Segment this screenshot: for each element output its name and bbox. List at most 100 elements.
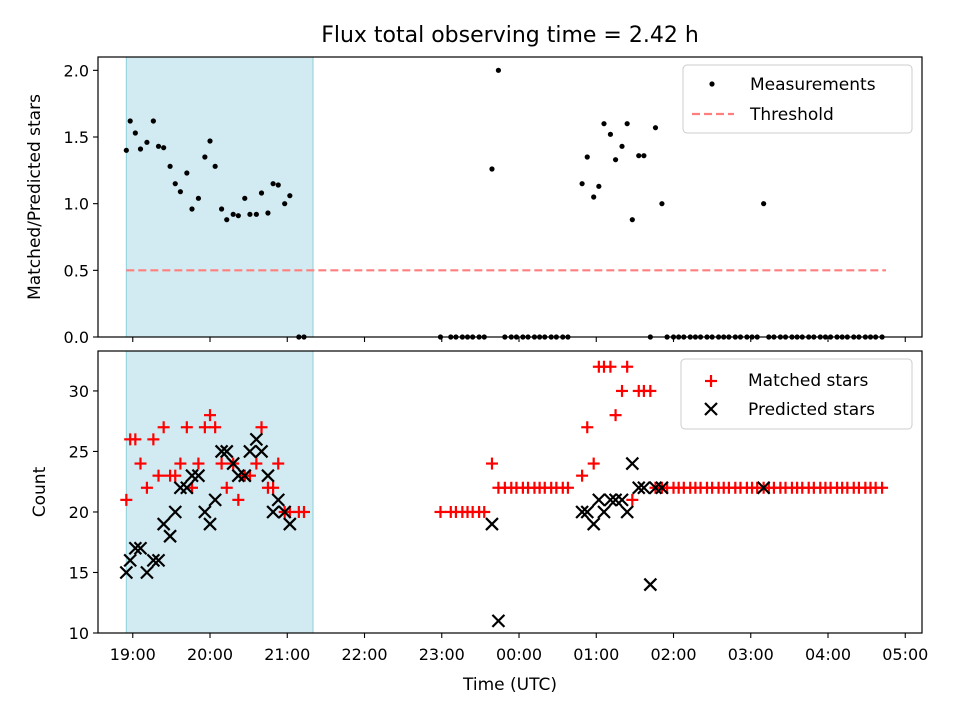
predicted-star-point (214, 444, 229, 459)
chart-title: Flux total observing time = 2.42 h (321, 23, 699, 48)
predicted-star-point (648, 480, 663, 495)
matched-star-point (587, 457, 600, 470)
predicted-star-point (243, 444, 257, 459)
bottom-ytick-label: 10 (69, 624, 89, 643)
measurement-point (177, 189, 183, 195)
predicted-star-point (185, 468, 199, 483)
matched-star-point (209, 421, 222, 434)
top-ytick-label: 0.0 (64, 328, 89, 347)
predicted-star-point (620, 505, 634, 519)
bottom-shaded-region (125, 350, 314, 634)
bottom-ytick-label: 25 (69, 442, 89, 461)
predicted-star-point (261, 468, 275, 483)
legend-matched-label: Matched stars (748, 371, 868, 391)
measurement-point (161, 145, 167, 151)
top-shaded-region (125, 56, 314, 338)
predicted-star-point (133, 541, 148, 556)
predicted-star-point (608, 493, 623, 507)
predicted-star-point (191, 468, 206, 483)
measurement-point (219, 206, 225, 212)
predicted-star-point (156, 517, 171, 531)
predicted-star-point (637, 480, 651, 495)
measurement-point (155, 143, 162, 149)
legend-matched-marker (705, 375, 717, 387)
predicted-star-point (151, 553, 166, 568)
matched-star-point (434, 505, 447, 518)
predicted-star-point (597, 505, 611, 519)
matched-star-point (272, 457, 285, 470)
predicted-star-point (123, 553, 137, 568)
measurement-point (212, 163, 218, 169)
predicted-star-point (643, 577, 658, 592)
predicted-star-point (277, 505, 292, 519)
matched-star-point (485, 457, 498, 470)
predicted-star-point (485, 517, 499, 531)
measurement-point (601, 121, 607, 127)
measurement-point (137, 146, 144, 152)
predicted-star-point (271, 493, 286, 507)
matched-star-point (581, 421, 594, 434)
legend-measurements-marker (709, 81, 715, 87)
predicted-star-point (586, 517, 601, 531)
predicted-star-point (203, 517, 217, 531)
measurement-point (629, 217, 635, 223)
matched-star-point (255, 421, 268, 434)
bottom-xtick-label: 01:00 (573, 645, 619, 664)
bottom-ytick-label: 30 (69, 382, 89, 401)
matched-star-point (174, 457, 187, 470)
predicted-star-point (119, 565, 134, 580)
measurement-point (282, 201, 288, 207)
top-ytick-label: 1.5 (64, 128, 89, 147)
matched-star-point (152, 469, 165, 482)
predicted-star-point (603, 493, 618, 507)
bottom-ytick-label: 15 (69, 563, 89, 582)
measurement-point (132, 130, 138, 136)
predicted-star-point (231, 468, 246, 483)
measurement-point (591, 194, 597, 200)
matched-star-point (576, 469, 589, 482)
predicted-star-point (128, 541, 143, 556)
measurement-point (123, 147, 129, 153)
predicted-star-point (237, 468, 252, 483)
measurement-point (612, 157, 619, 163)
bottom-xtick-label: 20:00 (187, 645, 233, 664)
bottom-ytick-label: 20 (69, 503, 89, 522)
matched-star-point (169, 469, 182, 482)
matched-star-point (220, 481, 233, 494)
legend-predicted-label: Predicted stars (748, 400, 875, 420)
measurement-point (167, 163, 173, 169)
predicted-star-point (283, 517, 297, 531)
bottom-y-axis-label: Count (30, 466, 50, 517)
measurement-point (144, 139, 150, 145)
predicted-star-point (180, 480, 194, 495)
matched-star-point (478, 505, 491, 518)
predicted-star-point (163, 529, 177, 543)
matched-star-point (192, 457, 205, 470)
predicted-star-point (146, 553, 161, 568)
panel-top: 0.00.51.01.52.0 Matched/Predicted stars … (25, 56, 923, 347)
measurement-point (235, 213, 241, 219)
matched-star-point (180, 421, 193, 434)
predicted-star-point (580, 505, 595, 519)
matched-star-point (876, 481, 889, 494)
measurement-point (584, 154, 590, 160)
bottom-xtick-label: 21:00 (264, 645, 310, 664)
predicted-star-point (266, 505, 280, 519)
bottom-xtick-label: 22:00 (341, 645, 387, 664)
matched-star-point (626, 493, 639, 506)
bottom-xtick-label: 00:00 (496, 645, 542, 664)
matched-star-point (232, 493, 245, 506)
matched-star-point (204, 409, 217, 422)
predicted-star-point (575, 505, 589, 519)
measurement-point (270, 181, 276, 187)
predicted-star-point (592, 493, 606, 507)
matched-star-point (561, 481, 574, 494)
measurement-point (247, 211, 253, 217)
bottom-legend: Matched stars Predicted stars (680, 358, 913, 430)
measurement-point (619, 143, 625, 149)
matched-star-point (609, 409, 622, 422)
top-legend: Measurements Threshold (682, 64, 913, 134)
measurement-point (659, 201, 665, 207)
measurement-point (202, 154, 208, 160)
measurement-point (636, 153, 642, 159)
